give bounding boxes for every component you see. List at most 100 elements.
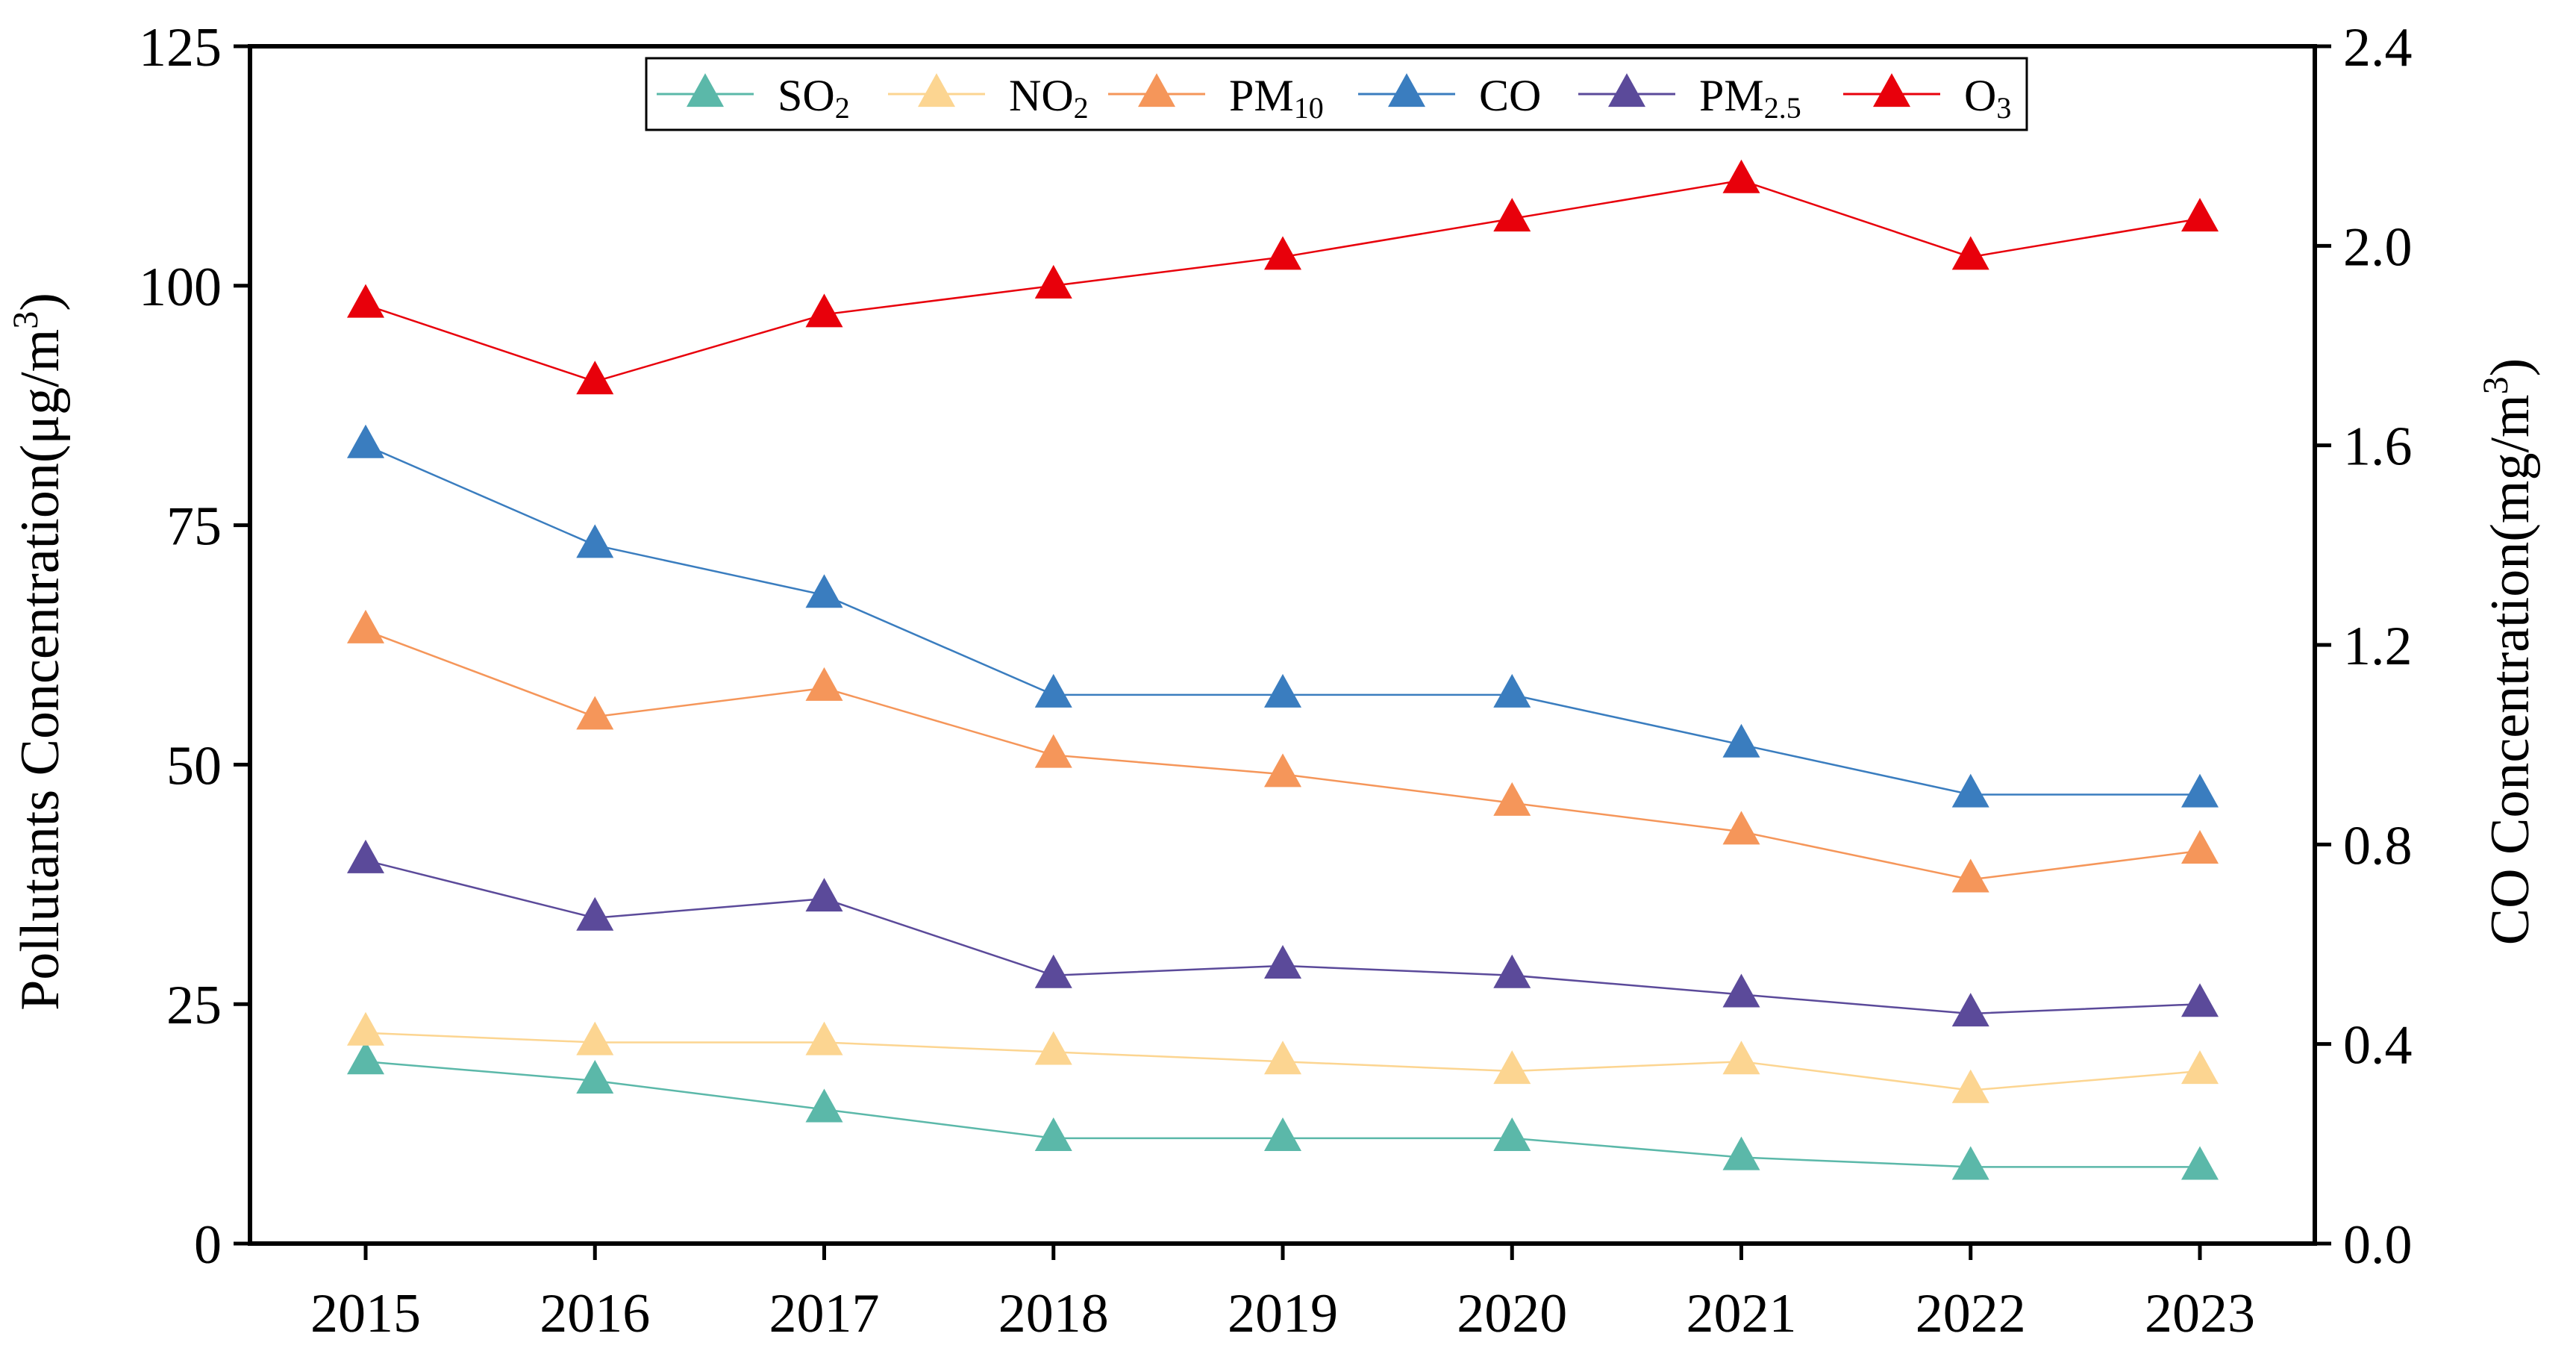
- right-tick-label: 2.4: [2343, 17, 2413, 78]
- x-tick-label: 2022: [1916, 1283, 2026, 1344]
- data-point-pm25: [1034, 954, 1072, 988]
- left-tick-label: 50: [166, 735, 222, 796]
- data-point-so2: [576, 1059, 614, 1094]
- data-point-pm10: [1493, 782, 1531, 816]
- data-point-o3: [576, 361, 614, 395]
- data-point-pm25: [1493, 954, 1531, 988]
- legend-label: O3: [1964, 71, 2011, 125]
- data-point-no2: [805, 1021, 843, 1055]
- data-point-co: [2181, 773, 2219, 808]
- data-point-no2: [1722, 1041, 1760, 1075]
- legend-marker: [918, 73, 955, 107]
- series-co: [347, 424, 2219, 808]
- right-tick-label: 0.8: [2343, 815, 2413, 876]
- legend-marker: [1873, 73, 1910, 107]
- right-tick-label: 2.0: [2343, 216, 2413, 278]
- data-point-pm25: [1722, 973, 1760, 1008]
- data-point-co: [576, 524, 614, 558]
- data-point-no2: [1034, 1031, 1072, 1065]
- x-tick-label: 2019: [1228, 1283, 1338, 1344]
- legend-label: NO2: [1009, 71, 1089, 125]
- legend-label: PM10: [1229, 71, 1324, 125]
- left-tick-label: 100: [139, 257, 222, 318]
- data-point-co: [1493, 673, 1531, 708]
- data-point-co: [1034, 673, 1072, 708]
- data-point-pm10: [2181, 829, 2219, 864]
- legend-marker: [1608, 73, 1645, 107]
- data-point-no2: [1493, 1050, 1531, 1085]
- left-tick-label: 75: [166, 496, 222, 558]
- data-point-pm25: [1951, 993, 1989, 1027]
- left-y-axis: 0 25 50 75 100 125: [139, 17, 250, 1276]
- data-point-pm10: [1722, 811, 1760, 845]
- data-point-o3: [1034, 264, 1072, 299]
- x-axis: 2015 2016 2017 2018 2019 2020 2021 2022 2023: [310, 1244, 2255, 1344]
- data-point-so2: [347, 1041, 384, 1075]
- data-point-o3: [2181, 198, 2219, 232]
- x-tick-label: 2023: [2145, 1283, 2255, 1344]
- data-point-so2: [1951, 1146, 1989, 1180]
- data-point-pm10: [1034, 734, 1072, 768]
- legend: SO2 NO2 PM10 CO PM2.5 O3: [645, 57, 2028, 131]
- data-point-pm25: [347, 839, 384, 873]
- legend-box: [645, 57, 2028, 131]
- legend-label: CO: [1479, 71, 1541, 120]
- right-y-axis: 0.0 0.4 0.8 1.2 1.6 2.0 2.4: [2315, 17, 2413, 1276]
- series-o3: [347, 159, 2219, 395]
- right-tick-label: 1.6: [2343, 417, 2413, 478]
- x-tick-label: 2021: [1686, 1283, 1797, 1344]
- data-point-pm10: [1264, 753, 1301, 787]
- right-axis-title: CO Concentration(mg/m3): [2476, 358, 2541, 946]
- data-point-pm10: [576, 696, 614, 730]
- data-point-pm25: [805, 878, 843, 912]
- data-point-co: [347, 424, 384, 458]
- legend-item-o3: O3: [1843, 71, 2011, 125]
- data-point-pm25: [1264, 944, 1301, 979]
- left-tick-label: 125: [139, 17, 222, 78]
- data-point-pm10: [805, 667, 843, 701]
- data-point-o3: [1493, 198, 1531, 232]
- data-point-pm10: [1951, 858, 1989, 893]
- data-point-pm10: [347, 609, 384, 643]
- legend-label: PM2.5: [1699, 71, 1801, 125]
- legend-marker: [1388, 73, 1425, 107]
- data-point-no2: [347, 1011, 384, 1046]
- series-pm10: [347, 609, 2219, 893]
- x-tick-label: 2020: [1457, 1283, 1567, 1344]
- legend-item-pm25: PM2.5: [1578, 71, 1801, 125]
- x-tick-label: 2016: [540, 1283, 650, 1344]
- left-tick-label: 0: [194, 1214, 222, 1276]
- data-point-co: [1722, 723, 1760, 758]
- data-point-pm25: [2181, 983, 2219, 1017]
- x-tick-label: 2017: [769, 1283, 880, 1344]
- data-point-no2: [576, 1021, 614, 1055]
- data-point-co: [1951, 773, 1989, 808]
- legend-item-pm10: PM10: [1108, 71, 1324, 125]
- data-point-so2: [2181, 1146, 2219, 1180]
- data-point-o3: [1722, 159, 1760, 193]
- series-layer: [347, 159, 2219, 1180]
- legend-item-co: CO: [1358, 71, 1541, 120]
- series-no2: [347, 1011, 2219, 1103]
- right-tick-label: 0.4: [2343, 1015, 2413, 1076]
- data-point-o3: [1264, 236, 1301, 270]
- series-pm25: [347, 839, 2219, 1027]
- right-tick-label: 1.2: [2343, 616, 2413, 677]
- series-so2: [347, 1041, 2219, 1180]
- data-point-so2: [1034, 1117, 1072, 1151]
- data-point-no2: [2181, 1050, 2219, 1085]
- data-point-o3: [347, 284, 384, 318]
- data-point-co: [1264, 673, 1301, 708]
- data-point-so2: [1264, 1117, 1301, 1151]
- data-point-pm25: [576, 896, 614, 931]
- legend-item-so2: SO2: [657, 71, 850, 125]
- data-point-no2: [1951, 1069, 1989, 1103]
- left-tick-label: 25: [166, 975, 222, 1036]
- x-tick-label: 2015: [310, 1283, 421, 1344]
- data-point-so2: [1722, 1136, 1760, 1170]
- data-point-co: [805, 574, 843, 608]
- right-tick-label: 0.0: [2343, 1214, 2413, 1276]
- legend-label: SO2: [778, 71, 850, 125]
